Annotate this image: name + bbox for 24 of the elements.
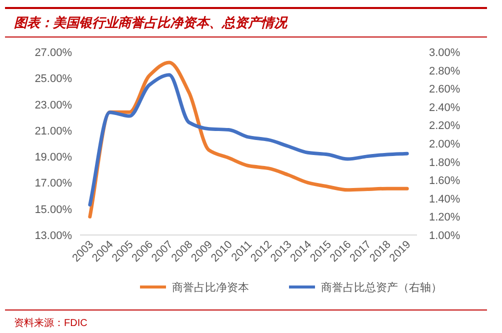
y-tick-label: 25.00% bbox=[34, 73, 72, 86]
line-series bbox=[88, 73, 409, 207]
y2-tick-label: 1.20% bbox=[429, 212, 460, 224]
y-tick-label: 21.00% bbox=[34, 125, 72, 138]
y-tick-label: 27.00% bbox=[34, 47, 72, 59]
legend-label: 商誉占比总资产（右轴） bbox=[321, 281, 442, 294]
y-tick-label: 13.00% bbox=[34, 230, 72, 242]
y2-tick-label: 3.00% bbox=[429, 47, 460, 59]
y2-tick-label: 1.80% bbox=[429, 156, 460, 169]
y2-tick-label: 2.60% bbox=[429, 84, 460, 96]
y2-tick-label: 2.20% bbox=[429, 120, 460, 132]
y2-tick-label: 2.00% bbox=[429, 138, 460, 150]
y-tick-label: 23.00% bbox=[34, 99, 72, 112]
y2-tick-label: 1.40% bbox=[429, 193, 460, 206]
y-tick-label: 15.00% bbox=[34, 204, 72, 216]
y-tick-label: 17.00% bbox=[34, 178, 72, 190]
y2-tick-label: 2.40% bbox=[429, 102, 460, 114]
y2-tick-label: 1.00% bbox=[429, 230, 460, 242]
text: 资料来源：FDIC bbox=[14, 317, 88, 329]
y-tick-label: 19.00% bbox=[34, 152, 72, 164]
y2-tick-label: 1.60% bbox=[429, 175, 460, 188]
legend-label: 商誉占比净资本 bbox=[172, 281, 249, 294]
y2-tick-label: 2.80% bbox=[429, 65, 460, 78]
chart-title: 图表：美国银行业商誉占比净资本、总资产情况 bbox=[14, 15, 288, 30]
